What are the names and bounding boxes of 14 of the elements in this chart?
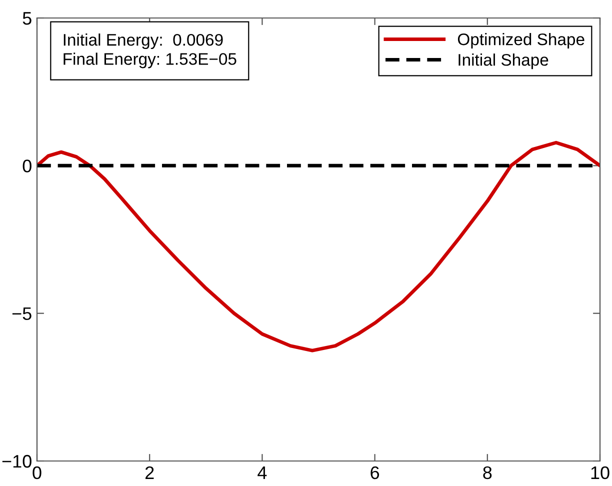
annotation: Initial Energy: 0.0069 Final Energy: 1.53E−05 (64, 34, 236, 68)
x-tick-label: 0 (32, 466, 42, 480)
x-tick-label: 6 (370, 466, 380, 480)
legend-label: Initial Shape (458, 54, 548, 70)
x-tick-label: 4 (258, 466, 267, 479)
x-tick-label: 2 (145, 466, 154, 479)
x-tick-label: 8 (483, 466, 492, 480)
y-tick-label: 0 (22, 160, 32, 172)
line-series (37, 140, 600, 352)
x-tick-label: 10 (591, 466, 610, 480)
y-tick-label: 5 (22, 12, 32, 25)
legend-label: Optimized Shape (458, 33, 584, 49)
y-tick-label: −5 (12, 307, 32, 320)
y-tick-label: −10 (2, 454, 32, 468)
